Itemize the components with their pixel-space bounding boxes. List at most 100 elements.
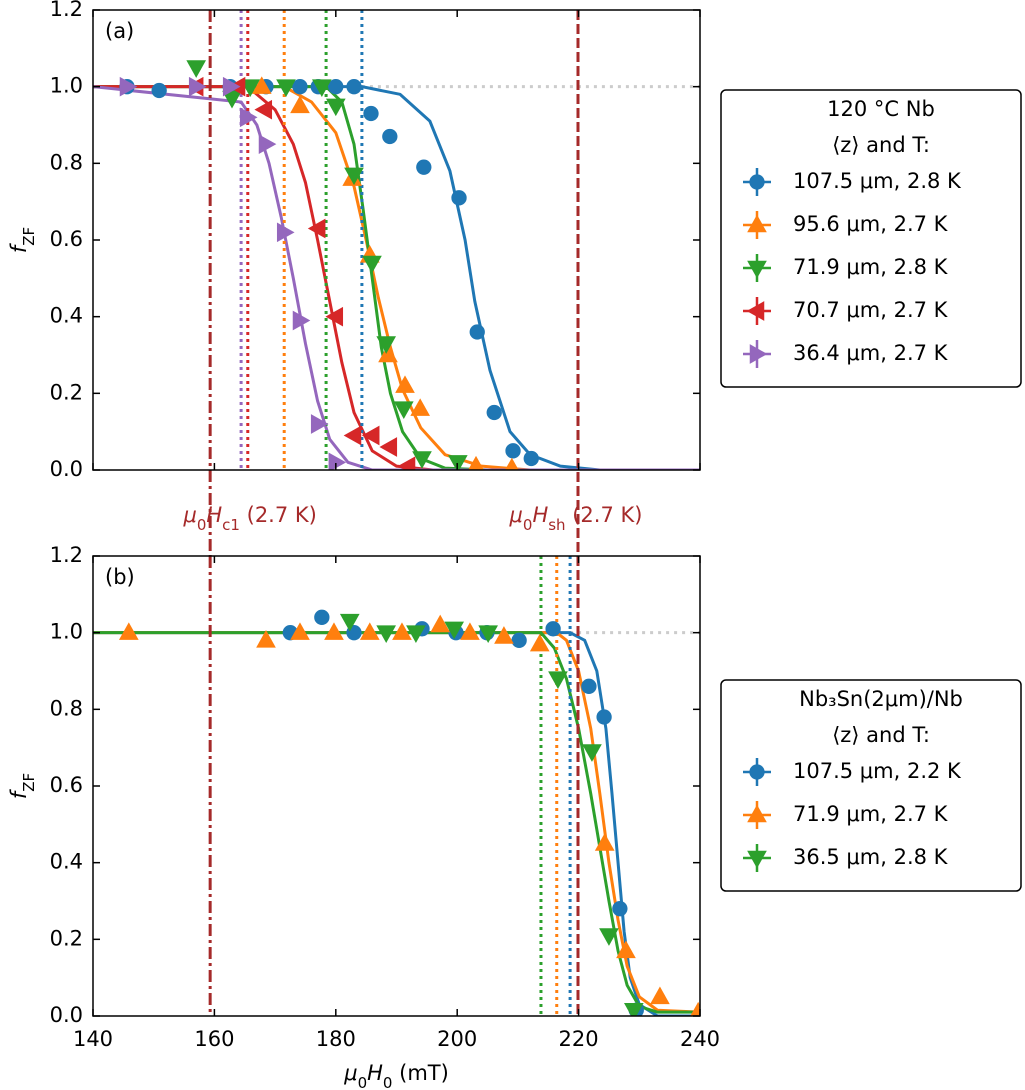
marker bbox=[314, 609, 330, 625]
y-tick-label: 0.2 bbox=[50, 926, 83, 950]
axes-frame bbox=[92, 9, 701, 471]
text-part: f bbox=[7, 788, 31, 799]
text-part: 0 bbox=[383, 1074, 393, 1090]
marker bbox=[393, 401, 414, 420]
marker bbox=[616, 940, 636, 959]
marker bbox=[379, 437, 398, 457]
fit-curve bbox=[93, 631, 700, 1014]
marker bbox=[276, 79, 296, 98]
marker bbox=[325, 306, 344, 327]
marker bbox=[310, 414, 329, 434]
marker bbox=[612, 901, 628, 917]
marker bbox=[468, 455, 484, 470]
marker bbox=[505, 443, 521, 459]
plot-area bbox=[93, 10, 700, 470]
marker bbox=[447, 455, 468, 470]
marker bbox=[511, 632, 527, 648]
y-tick-label: 0.0 bbox=[50, 1003, 83, 1027]
text-part: 0 bbox=[523, 516, 533, 534]
marker bbox=[222, 76, 241, 97]
panel-label: (a) bbox=[105, 19, 134, 43]
legend-label: 107.5 μm, 2.2 K bbox=[793, 759, 962, 783]
y-axis-label: fZF bbox=[7, 773, 38, 799]
marker bbox=[494, 626, 514, 644]
marker bbox=[258, 134, 277, 154]
legend-marker bbox=[746, 301, 765, 321]
legend-label: 36.5 μm, 2.8 K bbox=[793, 845, 949, 869]
legend-box bbox=[720, 89, 1022, 388]
text-part: ZF bbox=[20, 773, 38, 792]
fit-curve bbox=[93, 85, 700, 470]
marker bbox=[451, 190, 467, 206]
legend-title: 120 °C Nb bbox=[827, 97, 935, 121]
marker bbox=[545, 621, 561, 637]
marker bbox=[188, 76, 207, 97]
text-part: ZF bbox=[20, 227, 38, 246]
text-part: μ bbox=[509, 503, 523, 527]
text-part: H bbox=[206, 503, 222, 527]
x-tick-label: 200 bbox=[437, 1027, 477, 1051]
legend-label: 95.6 μm, 2.7 K bbox=[793, 212, 949, 236]
text-part: c1 bbox=[222, 516, 240, 534]
marker bbox=[362, 255, 382, 274]
text-part: H bbox=[532, 503, 548, 527]
x-tick-label: 180 bbox=[316, 1027, 356, 1051]
axes-frame bbox=[92, 555, 701, 1017]
marker bbox=[397, 456, 416, 470]
text-part: 0 bbox=[358, 1074, 368, 1090]
marker bbox=[581, 678, 597, 694]
y-tick-label: 0.6 bbox=[50, 227, 83, 251]
legend-title: ⟨z⟩ and T: bbox=[832, 723, 930, 747]
fit-curve bbox=[93, 85, 700, 470]
legend-title: Nb₃Sn(2μm)/Nb bbox=[799, 687, 963, 711]
marker bbox=[430, 614, 451, 633]
legend-label: 107.5 μm, 2.8 K bbox=[793, 169, 962, 193]
marker bbox=[361, 425, 380, 446]
marker bbox=[328, 452, 347, 470]
x-tick-label: 240 bbox=[680, 1027, 720, 1051]
y-tick-label: 0.6 bbox=[50, 773, 83, 797]
marker bbox=[239, 107, 258, 128]
marker bbox=[292, 310, 311, 331]
marker bbox=[596, 709, 612, 725]
marker bbox=[324, 622, 344, 640]
marker bbox=[222, 90, 242, 109]
x-tick-label: 220 bbox=[559, 1027, 599, 1051]
marker bbox=[119, 76, 138, 97]
marker bbox=[346, 79, 362, 95]
marker bbox=[599, 928, 619, 946]
fit-curve bbox=[93, 85, 700, 470]
legend-marker bbox=[747, 214, 767, 233]
marker bbox=[256, 629, 276, 648]
text-part: (2.7 K) bbox=[566, 503, 643, 527]
marker bbox=[378, 344, 398, 363]
y-tick-label: 1.0 bbox=[50, 74, 83, 98]
marker bbox=[478, 625, 498, 644]
marker bbox=[486, 404, 502, 421]
text-part: (mT) bbox=[392, 1061, 448, 1085]
marker bbox=[376, 625, 397, 644]
marker bbox=[690, 1001, 700, 1016]
marker bbox=[529, 633, 550, 652]
fit-curve bbox=[93, 631, 700, 1014]
legend-label: 36.4 μm, 2.7 K bbox=[793, 341, 949, 365]
marker bbox=[392, 622, 412, 640]
marker bbox=[328, 79, 344, 95]
annotation: μ0Hc1 (2.7 K) bbox=[182, 503, 316, 534]
marker bbox=[359, 622, 380, 640]
marker bbox=[290, 622, 310, 640]
y-tick-label: 0.4 bbox=[50, 304, 83, 328]
marker bbox=[650, 986, 670, 1005]
legend-marker bbox=[747, 804, 767, 823]
marker bbox=[548, 671, 568, 690]
marker bbox=[312, 79, 332, 98]
x-axis-label: μ0H0 (mT) bbox=[343, 1061, 449, 1090]
marker bbox=[523, 450, 539, 467]
y-tick-label: 1.2 bbox=[50, 0, 83, 21]
marker bbox=[410, 398, 431, 416]
marker bbox=[376, 336, 397, 354]
marker bbox=[276, 222, 295, 243]
legend-marker bbox=[749, 174, 765, 190]
text-part: μ bbox=[343, 1061, 357, 1085]
legend-marker bbox=[749, 764, 765, 780]
